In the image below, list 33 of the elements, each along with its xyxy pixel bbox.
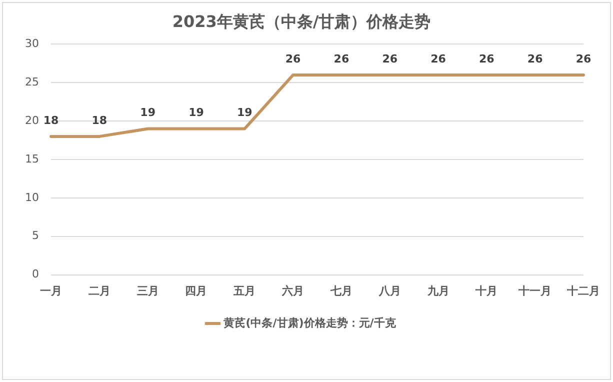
data-label: 19 bbox=[140, 106, 156, 120]
x-tick-label: 八月 bbox=[378, 284, 401, 298]
data-label: 26 bbox=[479, 52, 495, 66]
x-tick-label: 三月 bbox=[136, 284, 159, 298]
data-label: 18 bbox=[43, 114, 59, 127]
y-tick-label: 5 bbox=[32, 229, 39, 242]
x-tick-label: 二月 bbox=[88, 284, 110, 298]
data-label: 26 bbox=[334, 52, 350, 66]
x-tick-label: 十一月 bbox=[518, 284, 552, 298]
data-label: 26 bbox=[430, 52, 446, 66]
data-label: 26 bbox=[285, 52, 302, 66]
data-label: 19 bbox=[236, 106, 252, 120]
y-tick-label: 0 bbox=[32, 268, 39, 281]
x-tick-label: 一月 bbox=[40, 284, 62, 298]
data-label: 19 bbox=[188, 106, 204, 120]
y-tick-label: 30 bbox=[24, 37, 39, 50]
y-tick-label: 25 bbox=[24, 75, 39, 88]
x-tick-label: 九月 bbox=[426, 284, 450, 298]
y-tick-label: 20 bbox=[24, 114, 39, 127]
x-tick-label: 十月 bbox=[474, 284, 498, 298]
chart-title: 2023年黄芪（中条/甘肃）价格走势 bbox=[172, 12, 431, 31]
x-tick-label: 七月 bbox=[329, 284, 352, 298]
x-tick-label: 六月 bbox=[281, 284, 304, 298]
data-label: 26 bbox=[527, 52, 544, 66]
x-tick-label: 五月 bbox=[232, 284, 256, 298]
data-label: 26 bbox=[382, 52, 398, 66]
y-tick-label: 10 bbox=[24, 190, 39, 204]
data-label: 26 bbox=[576, 52, 592, 66]
x-tick-label: 四月 bbox=[185, 284, 208, 298]
data-label: 18 bbox=[92, 114, 108, 127]
legend-label: 黄芪(中条/甘肃)价格走势：元/千克 bbox=[222, 316, 397, 330]
x-tick-label: 十二月 bbox=[566, 284, 600, 298]
y-tick-label: 15 bbox=[24, 152, 39, 166]
